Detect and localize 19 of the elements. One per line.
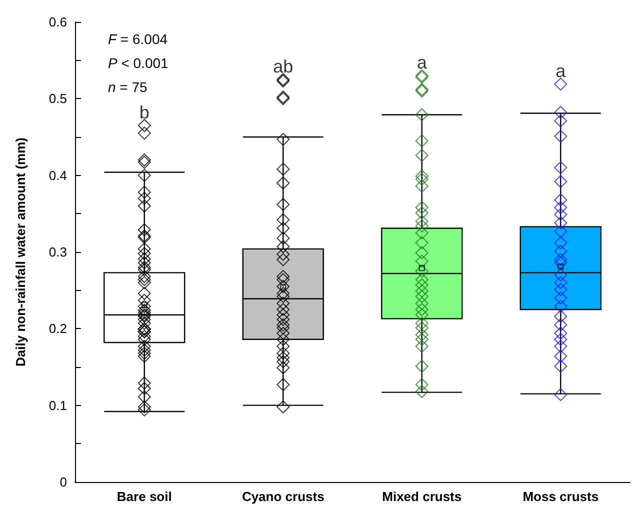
x-tick-label: Moss crusts bbox=[522, 489, 599, 504]
y-tick-label: 0.4 bbox=[48, 168, 67, 183]
y-tick-label: 0.6 bbox=[48, 14, 67, 30]
annotation: n = 75 bbox=[108, 79, 148, 95]
annotation: P < 0.001 bbox=[108, 55, 169, 71]
y-tick-label: 0.1 bbox=[48, 398, 67, 413]
x-tick-label: Bare soil bbox=[116, 489, 172, 504]
y-tick-label: 0 bbox=[60, 474, 67, 490]
annotation: a bbox=[416, 52, 428, 73]
y-tick-label: 0.2 bbox=[48, 321, 67, 336]
annotation: F = 6.004 bbox=[108, 31, 168, 47]
y-tick-label: 0.5 bbox=[48, 91, 67, 106]
y-axis-title: Daily non-rainfall water amount (mm) bbox=[13, 138, 28, 366]
annotation: b bbox=[139, 102, 150, 122]
x-tick-label: Mixed crusts bbox=[382, 489, 462, 504]
annotation: ab bbox=[273, 56, 294, 76]
annotation: a bbox=[556, 61, 567, 82]
y-tick-label: 0.3 bbox=[48, 244, 67, 260]
x-tick-label: Cyano crusts bbox=[242, 489, 324, 504]
